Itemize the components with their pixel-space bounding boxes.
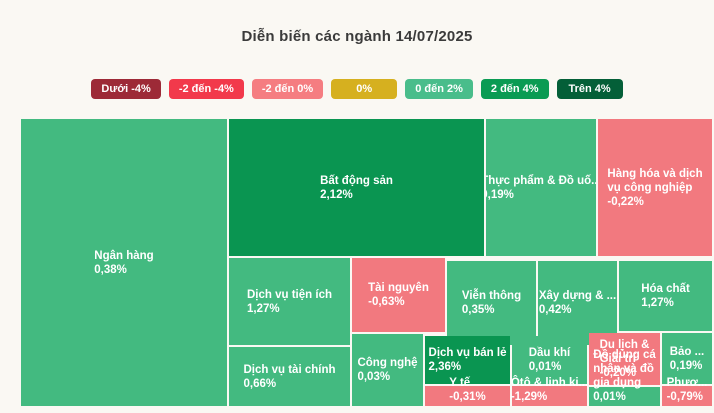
treemap-cell-label: Bảo ... 0,19% bbox=[670, 345, 705, 373]
treemap-cell-y-te[interactable]: Y tế -0,31% bbox=[425, 377, 510, 406]
treemap-cell-label: Bất động sản 2,12% bbox=[320, 174, 393, 202]
sector-change-value: 0,38% bbox=[94, 263, 127, 276]
treemap-cell-dau-khi[interactable]: Dầu khí 0,01% bbox=[512, 336, 587, 384]
treemap-cell-phuong-tien[interactable]: Phươ... -0,79% bbox=[662, 377, 712, 406]
treemap-cell-label: Phươ... -0,79% bbox=[667, 376, 708, 404]
sector-change-value: -1,29% bbox=[510, 391, 548, 403]
legend-pill-tren-4[interactable]: Trên 4% bbox=[556, 79, 623, 99]
treemap-cell-label: Dầu khí 0,01% bbox=[529, 346, 571, 374]
treemap-cell-dich-vu-tien-ich[interactable]: Dịch vụ tiện ích 1,27% bbox=[229, 258, 350, 345]
sector-change-value: 0,03% bbox=[357, 371, 391, 383]
treemap-cell-tai-nguyen[interactable]: Tài nguyên -0,63% bbox=[352, 258, 445, 332]
treemap-cell-label: Du lịch & Giải trí -0,20% bbox=[600, 338, 650, 380]
treemap-cell-hoa-chat[interactable]: Hóa chất 1,27% bbox=[619, 261, 712, 331]
treemap-cell-label: Công nghệ 0,03% bbox=[357, 356, 417, 384]
treemap-cell-label: Thực phẩm & Đồ uố...0,19% bbox=[486, 174, 596, 202]
treemap-cell-label: Viễn thông 0,35% bbox=[462, 289, 521, 317]
sector-change-value: 0,01% bbox=[593, 391, 626, 403]
sector-change-value: -0,20% bbox=[599, 367, 637, 379]
treemap-cell-label: Ôtô & linh ki... -1,29% bbox=[511, 376, 588, 404]
sector-name: Ôtô & linh ki... bbox=[510, 377, 589, 389]
treemap-cell-oto-linh-kien[interactable]: Ôtô & linh ki... -1,29% bbox=[511, 377, 588, 406]
sector-name: Tài nguyên bbox=[368, 282, 429, 294]
treemap-cell-label: Dịch vụ bán lẻ 2,36% bbox=[429, 346, 507, 374]
legend-pill-0[interactable]: 0% bbox=[331, 79, 398, 99]
treemap-cell-xay-dung[interactable]: Xây dựng & ... 0,42% bbox=[538, 261, 617, 345]
sector-change-value: -0,63% bbox=[368, 296, 405, 308]
treemap-cell-dich-vu-tai-chinh[interactable]: Dịch vụ tài chính 0,66% bbox=[229, 347, 350, 406]
sector-change-value: 1,27% bbox=[641, 297, 674, 309]
treemap-cell-label: Hàng hóa và dịch vụ công nghiệp -0,22% bbox=[607, 167, 702, 209]
treemap-cell-ngan-hang[interactable]: Ngân hàng 0,38% bbox=[21, 119, 227, 406]
sector-name: Bảo ... bbox=[669, 345, 705, 358]
sector-name: Viễn thông bbox=[461, 290, 522, 302]
sector-change-value: 0,19% bbox=[669, 359, 703, 372]
treemap-cell-label: Dịch vụ tiện ích 1,27% bbox=[247, 288, 332, 316]
legend-pill-duoi-4[interactable]: Dưới -4% bbox=[91, 79, 161, 99]
sector-name: Xây dựng & ... bbox=[538, 290, 617, 302]
treemap-cell-label: Dịch vụ tài chính 0,66% bbox=[243, 363, 335, 391]
treemap-cell-label: Xây dựng & ... 0,42% bbox=[539, 289, 616, 317]
treemap-cell-do-dung-ca-nhan[interactable]: Đồ dùng cá nhân và đồ gia dụng 0,01% bbox=[589, 349, 660, 406]
treemap-cell-label: Hóa chất 1,27% bbox=[641, 282, 690, 310]
sector-name: Hóa chất bbox=[641, 283, 690, 295]
sector-change-value: 2,36% bbox=[428, 361, 462, 373]
sector-name: Hàng hóa và dịch bbox=[607, 167, 703, 180]
treemap-cell-label: Đồ dùng cá nhân và đồ gia dụng 0,01% bbox=[593, 348, 656, 404]
sector-change-value: 1,27% bbox=[247, 302, 280, 315]
sector-name: Bất động sản bbox=[320, 174, 393, 187]
treemap-cell-dich-vu-ban-le[interactable]: Dịch vụ bán lẻ 2,36% bbox=[425, 336, 510, 384]
treemap-cell-du-lich-giai-tri[interactable]: Du lịch & Giải trí -0,20% bbox=[589, 333, 660, 385]
sector-name: Dịch vụ bán lẻ bbox=[428, 347, 507, 359]
legend: Dưới -4% -2 đến -4% -2 đến 0% 0% 0 đến 2% 2 đ… bbox=[0, 79, 714, 99]
sector-name: Thực phẩm & Đồ uố... bbox=[486, 174, 596, 187]
treemap-cell-bao-hiem[interactable]: Bảo ... 0,19% bbox=[662, 333, 712, 384]
sector-change-value: 2,12% bbox=[320, 188, 353, 201]
treemap-cell-label: Y tế -0,31% bbox=[449, 376, 485, 404]
sector-change-value: 0,19% bbox=[486, 188, 514, 201]
treemap-cell-thuc-pham[interactable]: Thực phẩm & Đồ uố...0,19% bbox=[486, 119, 596, 256]
sector-name: Giải trí bbox=[599, 353, 637, 365]
legend-pill-2-den-4[interactable]: 2 đến 4% bbox=[480, 79, 549, 99]
legend-pill-0-den-2[interactable]: 0 đến 2% bbox=[405, 79, 473, 99]
treemap-cell-label: Tài nguyên -0,63% bbox=[368, 281, 429, 309]
sector-name: Công nghệ bbox=[357, 357, 418, 369]
treemap-cell-vien-thong[interactable]: Viễn thông 0,35% bbox=[447, 261, 536, 345]
sector-name: Ngân hàng bbox=[94, 249, 154, 262]
sector-name: nhân và đồ bbox=[593, 363, 654, 375]
legend-pill--2-den-0[interactable]: -2 đến 0% bbox=[251, 79, 324, 99]
sector-change-value: 0,35% bbox=[461, 304, 495, 316]
treemap-cell-hang-hoa[interactable]: Hàng hóa và dịch vụ công nghiệp -0,22% bbox=[598, 119, 712, 256]
page-title: Diễn biến các ngành 14/07/2025 bbox=[241, 28, 473, 45]
sector-change-value: -0,22% bbox=[607, 195, 644, 208]
sector-change-value: -0,79% bbox=[666, 391, 704, 403]
treemap-cell-bat-dong-san[interactable]: Bất động sản 2,12% bbox=[229, 119, 484, 256]
sector-name: Du lịch & bbox=[599, 339, 650, 351]
sector-name: Dịch vụ tài chính bbox=[243, 363, 336, 376]
sector-change-value: 0,42% bbox=[538, 304, 572, 316]
sector-name: Y tế bbox=[449, 377, 471, 389]
sector-name: vụ công nghiệp bbox=[607, 181, 693, 194]
sector-name: gia dụng bbox=[593, 377, 642, 389]
sector-name: Dầu khí bbox=[528, 347, 571, 359]
treemap-cell-label: Ngân hàng 0,38% bbox=[94, 249, 153, 277]
legend-pill--2-den-4[interactable]: -2 đến -4% bbox=[168, 79, 244, 99]
sector-name: Dịch vụ tiện ích bbox=[247, 288, 332, 301]
sector-change-value: 0,66% bbox=[243, 377, 277, 390]
treemap-cell-cong-nghe[interactable]: Công nghệ 0,03% bbox=[352, 334, 423, 406]
sector-change-value: 0,01% bbox=[528, 361, 562, 373]
sector-name: Phươ... bbox=[666, 377, 708, 389]
sector-change-value: -0,31% bbox=[449, 391, 486, 403]
sector-name: Đồ dùng cá bbox=[593, 349, 656, 361]
